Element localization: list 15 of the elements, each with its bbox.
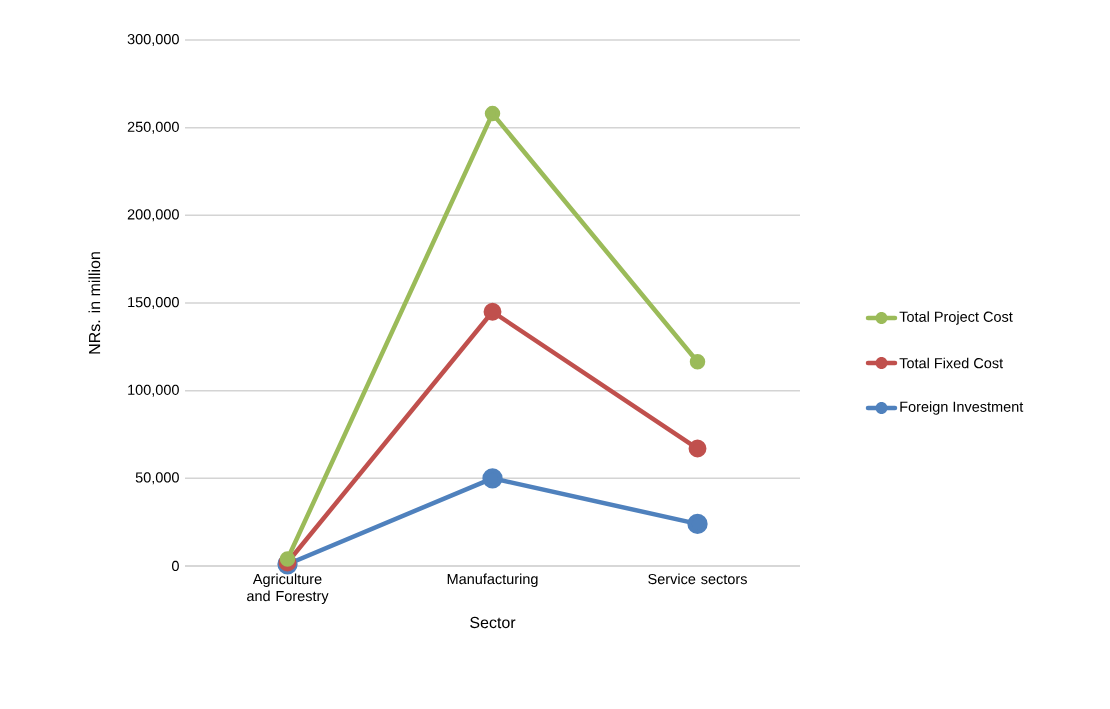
- y-axis-title: NRs. in million: [88, 252, 101, 354]
- legend-label: Total Fixed Cost: [899, 357, 1004, 369]
- x-tick-label: Service sectors: [648, 573, 747, 585]
- y-tick-label: 0: [171, 560, 179, 572]
- legend-label: Total Project Cost: [899, 311, 1013, 325]
- y-tick-label: 250,000: [127, 121, 179, 134]
- y-tick-label: 300,000: [127, 33, 179, 46]
- y-tick-label: 150,000: [128, 296, 179, 309]
- x-tick-label: Agriculture and Forestry: [247, 573, 329, 605]
- y-tick-label: 50,000: [135, 472, 179, 485]
- y-tick-label: 100,000: [128, 384, 179, 397]
- x-tick-label: Manufacturing: [447, 573, 538, 588]
- x-axis-title: Sector: [470, 616, 516, 629]
- legend-label: Foreign Investment: [900, 401, 1024, 415]
- y-tick-label: 200,000: [127, 209, 179, 222]
